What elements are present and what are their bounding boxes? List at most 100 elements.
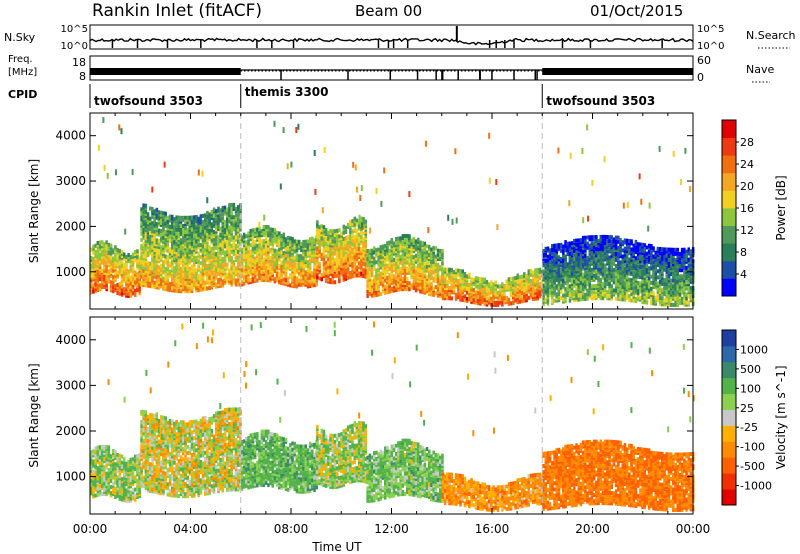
- echo-cell: [289, 254, 292, 259]
- echo-cell: [215, 256, 218, 261]
- station-title: Rankin Inlet (fitACF): [92, 1, 262, 21]
- echo-cell: [599, 263, 602, 268]
- echo-cell: [166, 254, 170, 259]
- echo-cell: [316, 275, 319, 280]
- echo-cell: [247, 278, 250, 283]
- echo-cell: [546, 273, 550, 278]
- echo-cell: [114, 259, 117, 264]
- echo-cell: [483, 279, 486, 284]
- echo-cell: [395, 275, 398, 280]
- echo-cell: [619, 295, 622, 300]
- echo-cell: [562, 248, 565, 253]
- echo-cell: [360, 273, 363, 278]
- echo-cell: [338, 252, 341, 257]
- echo-cell: [417, 268, 420, 273]
- echo-cell: [548, 289, 552, 294]
- echo-cell: [264, 245, 268, 250]
- echo-cell: [388, 267, 391, 272]
- echo-cell: [134, 270, 137, 275]
- echo-cell: [340, 231, 343, 236]
- echo-cell: [289, 283, 292, 288]
- echo-cell: [208, 249, 211, 254]
- echo-cell: [129, 263, 133, 268]
- echo-cell: [129, 287, 133, 292]
- echo-cell: [614, 272, 618, 277]
- echo-cell: [308, 247, 312, 252]
- echo-cell: [590, 271, 594, 276]
- echo-cell: [155, 228, 159, 233]
- echo-cell: [518, 299, 522, 304]
- echo-cell: [226, 211, 229, 216]
- echo-cell: [157, 230, 161, 235]
- echo-cell: [212, 279, 216, 283]
- echo-cell: [518, 285, 522, 290]
- echo-cell: [206, 215, 209, 219]
- echo-cell: [610, 278, 613, 283]
- echo-cell: [628, 288, 631, 292]
- echo-cell: [439, 291, 442, 296]
- echo-cell: [384, 274, 387, 279]
- echo-cell: [375, 282, 378, 287]
- echo-cell: [206, 231, 209, 236]
- date-label: 01/Oct/2015: [590, 2, 683, 20]
- echo-cell: [201, 262, 205, 267]
- echo-cell: [581, 262, 585, 267]
- echo-cell: [340, 262, 343, 267]
- echo-cell: [408, 266, 411, 271]
- echo-cell: [401, 268, 405, 273]
- echo-cell: [381, 273, 385, 278]
- echo-cell: [282, 269, 285, 274]
- echo-cell: [232, 235, 236, 240]
- echo-cell: [577, 238, 580, 243]
- echo-cell: [168, 239, 172, 243]
- echo-cell: [210, 222, 214, 227]
- echo-cell: [96, 243, 100, 248]
- echo-cell: [439, 277, 442, 282]
- echo-cell: [399, 254, 402, 259]
- echo-cell: [118, 291, 122, 296]
- echo-cell: [190, 227, 194, 232]
- echo-cell: [595, 263, 598, 268]
- echo-cell: [370, 248, 374, 253]
- echo-cell: [434, 246, 438, 251]
- echo-cell: [496, 296, 500, 301]
- echo-cell: [260, 243, 263, 248]
- echo-cell: [401, 266, 405, 271]
- echo-cell: [173, 245, 176, 250]
- echo-cell: [346, 222, 350, 227]
- echo-cell: [269, 268, 272, 273]
- echo-cell: [166, 257, 170, 261]
- echo-cell: [217, 261, 220, 266]
- echo-cell: [232, 239, 236, 244]
- echo-cell: [286, 256, 290, 261]
- echo-cell: [273, 252, 277, 257]
- echo-cell: [221, 273, 225, 278]
- echo-cell: [439, 265, 442, 270]
- echo-cell: [470, 291, 473, 296]
- echo-cell: [392, 247, 396, 252]
- echo-cell: [566, 262, 569, 267]
- echo-cell: [353, 249, 356, 254]
- echo-cell: [295, 253, 299, 258]
- echo-cell: [377, 280, 380, 285]
- echo-cell: [131, 285, 135, 290]
- echo-cell: [357, 224, 361, 229]
- echo-cell: [280, 268, 283, 273]
- echo-cell: [353, 261, 356, 266]
- echo-cell: [127, 287, 130, 292]
- echo-cell: [142, 248, 145, 253]
- echo-cell: [149, 284, 152, 288]
- echo-cell: [360, 239, 363, 243]
- echo-cell: [306, 284, 310, 289]
- echo-cell: [315, 282, 318, 287]
- echo-cell: [606, 253, 609, 258]
- echo-cell: [92, 275, 95, 280]
- echo-cell: [568, 262, 572, 266]
- echo-cell: [479, 291, 482, 296]
- echo-cell: [240, 268, 244, 273]
- echo-cell: [606, 249, 609, 254]
- echo-cell: [448, 296, 451, 301]
- echo-cell: [562, 256, 565, 261]
- echo-cell: [446, 286, 449, 290]
- echo-cell: [175, 266, 178, 271]
